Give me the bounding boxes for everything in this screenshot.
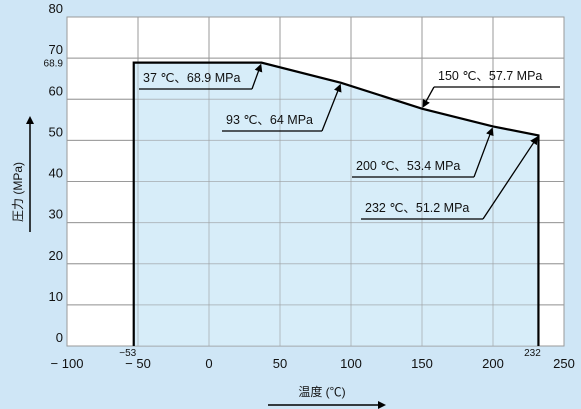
y-axis-title: 圧力 (MPa) (11, 162, 25, 222)
x-tick-label: 250 (553, 356, 575, 371)
x-tick-label: 100 (340, 356, 362, 371)
y-tick-label: 10 (49, 289, 63, 304)
annotation-leader (321, 83, 342, 132)
x-tick-label: 150 (411, 356, 433, 371)
annotation-text: 200 ℃、53.4 MPa (356, 159, 460, 173)
operating-envelope-line (132, 61, 540, 346)
annotation-leader (473, 127, 494, 178)
annotation-label: 93 ℃、64 MPa (222, 83, 342, 132)
y-tick-label: 80 (49, 1, 63, 16)
annotation-text: 93 ℃、64 MPa (226, 113, 313, 127)
y-extra-label: 68.9 (44, 59, 64, 70)
annotation-text: 150 ℃、57.7 MPa (438, 69, 542, 83)
y-tick-label: 30 (49, 207, 63, 222)
x-axis-title: 温度 (℃) (298, 384, 345, 399)
annotation-leader (422, 86, 435, 108)
y-tick-label: 50 (49, 124, 63, 139)
grid-overlay (66, 16, 565, 347)
y-tick-label: 20 (49, 248, 63, 263)
tick-labels: − 100 − 50 0 50 100 150 200 250 0 10 20 30 40 50 60 70 8… (44, 1, 575, 371)
y-tick-label: 60 (49, 83, 63, 98)
x-tick-label: 0 (205, 356, 212, 371)
y-tick-label: 0 (56, 330, 63, 345)
x-tick-label: − 50 (125, 356, 151, 371)
annotation-leader (482, 136, 538, 220)
annotation-label: 37 ℃、68.9 MPa (139, 63, 263, 90)
x-extra-label: −53 (119, 348, 136, 359)
x-tick-label: − 100 (51, 356, 84, 371)
x-tick-label: 50 (273, 356, 287, 371)
x-tick-label: 200 (482, 356, 504, 371)
y-tick-label: 70 (49, 42, 63, 57)
annotation-text: 37 ℃、68.9 MPa (143, 71, 240, 85)
y-tick-label: 40 (49, 166, 63, 181)
annotation-label: 150 ℃、57.7 MPa (422, 69, 560, 108)
annotation-leader (251, 63, 263, 90)
x-extra-label: 232 (524, 348, 541, 359)
annotations: 37 ℃、68.9 MPa 93 ℃、64 MPa 150 ℃、57.7 MPa 20… (139, 63, 560, 220)
annotation-text: 232 ℃、51.2 MPa (365, 201, 469, 215)
annotation-label: 232 ℃、51.2 MPa (361, 136, 538, 220)
operating-envelope-area (133, 62, 539, 347)
annotation-label: 200 ℃、53.4 MPa (352, 127, 494, 178)
